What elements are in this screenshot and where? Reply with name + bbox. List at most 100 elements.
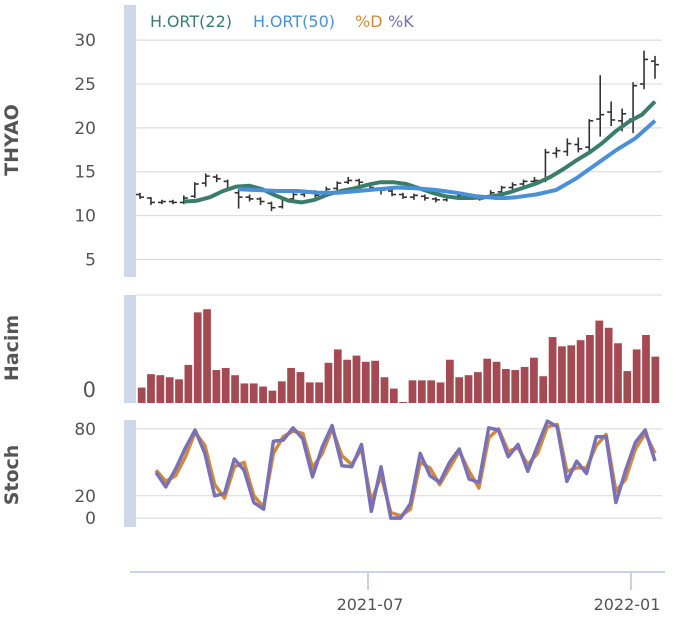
volume-bar	[296, 372, 305, 403]
ohlc-bar	[596, 75, 605, 137]
volume-bar	[408, 380, 417, 403]
volume-bar	[165, 377, 174, 403]
legend-ma22[interactable]: H.ORT(22)	[150, 12, 232, 31]
legend-stoch-d[interactable]: %D	[355, 12, 383, 31]
volume-bar	[520, 366, 529, 403]
ohlc-bar	[168, 199, 177, 205]
ohlc-bar	[136, 192, 144, 199]
volume-bar	[539, 376, 548, 403]
ohlc-bar	[519, 179, 528, 187]
ohlc-bar	[651, 55, 659, 79]
volume-bar	[464, 375, 473, 403]
price-axis-title: THYAO	[1, 104, 23, 176]
volume-bar	[231, 375, 239, 403]
volume-bar	[287, 367, 295, 403]
ohlc-bar	[388, 189, 397, 197]
volume-bar	[268, 390, 277, 403]
ohlc-bar	[574, 137, 583, 153]
x-tick-label-2021-07: 2021-07	[337, 595, 404, 614]
price-panel-stripe	[124, 5, 136, 277]
volume-bar	[492, 361, 501, 403]
volume-bar	[137, 387, 146, 403]
price-tick-label: 20	[74, 119, 96, 139]
volume-bar	[305, 382, 314, 403]
stoch-axis-title: Stoch	[1, 445, 23, 506]
ohlc-bar	[146, 197, 155, 206]
ohlc-bar	[212, 174, 221, 183]
volume-bar	[474, 372, 482, 403]
ohlc-bar	[563, 138, 572, 156]
ohlc-bar	[256, 197, 265, 206]
volume-bar	[203, 309, 211, 403]
volume-bar	[361, 361, 370, 403]
stoch-panel-stripe	[124, 420, 136, 527]
volume-bar	[147, 374, 155, 403]
volume-bar	[445, 359, 454, 403]
stoch-k-line	[154, 419, 657, 520]
volume-axis-title: Hacim	[1, 315, 23, 381]
volume-bar	[156, 375, 165, 403]
volume-bar	[212, 370, 221, 403]
volume-bar	[417, 380, 426, 403]
volume-bar	[623, 371, 632, 403]
volume-bar	[193, 312, 202, 403]
chart-legend: H.ORT(22) H.ORT(50) %D %K	[150, 12, 414, 31]
volume-bar	[530, 357, 538, 403]
volume-bar	[249, 383, 258, 403]
volume-bar	[371, 360, 380, 403]
ohlc-bar	[245, 194, 254, 202]
volume-bar	[221, 367, 230, 403]
stoch-tick-label: 80	[74, 420, 96, 440]
volume-bar	[567, 345, 576, 403]
volume-bar	[558, 346, 566, 403]
volume-bar	[259, 386, 267, 403]
volume-bar	[277, 381, 286, 403]
volume-bar	[333, 349, 342, 403]
ohlc-bar	[409, 193, 418, 200]
stoch-tick-labels: 80 200	[74, 420, 96, 529]
price-tick-label: 15	[74, 163, 96, 183]
volume-bar	[315, 382, 323, 403]
volume-bar	[548, 337, 557, 403]
volume-bar	[389, 388, 398, 403]
ohlc-bar	[333, 181, 342, 191]
stoch-tick-label: 20	[74, 487, 96, 507]
volume-bar	[380, 377, 389, 403]
price-tick-label: 25	[74, 75, 96, 95]
volume-bar	[240, 383, 249, 403]
ohlc-bar	[234, 189, 243, 209]
ohlc-bar	[585, 119, 594, 151]
price-tick-label: 10	[74, 207, 96, 227]
ohlc-bar	[420, 194, 429, 201]
volume-panel-stripe	[124, 295, 136, 403]
volume-bar	[399, 401, 408, 403]
volume-bar	[436, 382, 445, 403]
ohlc-bar	[355, 178, 364, 186]
volume-bar	[642, 335, 650, 403]
ma50-line	[238, 119, 657, 200]
volume-bar	[604, 327, 613, 403]
ohlc-bar	[344, 176, 353, 184]
volume-bar	[651, 356, 660, 403]
volume-bar	[614, 343, 622, 403]
price-gridlines	[136, 39, 662, 260]
volume-tick-label: 0	[83, 378, 96, 402]
volume-bar	[427, 380, 436, 403]
volume-bar	[511, 370, 520, 403]
legend-stoch-k[interactable]: %K	[388, 12, 414, 31]
price-tick-labels: 30 25 20 15 10 5	[74, 31, 96, 270]
volume-bar	[502, 369, 510, 403]
legend-ma50[interactable]: H.ORT(50)	[253, 12, 335, 31]
stoch-tick-label: 0	[85, 509, 96, 529]
volume-bar	[175, 379, 183, 403]
volume-bar	[576, 340, 585, 403]
ohlc-bar	[398, 192, 407, 199]
volume-bar	[352, 355, 361, 403]
volume-bar	[184, 364, 193, 403]
ohlc-bar	[157, 199, 166, 205]
ohlc-bar	[640, 50, 649, 90]
price-tick-label: 30	[74, 31, 96, 51]
ohlc-bar	[629, 82, 638, 134]
price-tick-label: 5	[85, 250, 96, 270]
